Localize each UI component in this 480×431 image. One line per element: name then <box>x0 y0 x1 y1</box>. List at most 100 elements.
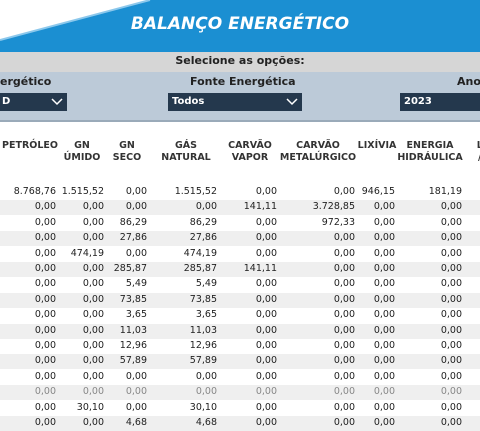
cell: 5,49 <box>195 278 217 290</box>
cell: 3,65 <box>195 309 217 321</box>
cell: 0,00 <box>440 324 462 336</box>
title: BALANÇO ENERGÉTICO <box>130 14 350 34</box>
column-header: LIXÍVIA <box>357 140 397 151</box>
chevron <box>51 98 63 106</box>
dropdown[interactable]: D <box>0 93 67 111</box>
dropdown[interactable]: Todos <box>168 93 302 111</box>
cell: 0,00 <box>373 216 395 228</box>
cell: 0,00 <box>440 293 462 305</box>
column-header: LE <box>476 140 480 151</box>
cell: 285,87 <box>183 263 217 274</box>
cell: 73,85 <box>119 293 147 305</box>
cell: 0,00 <box>34 401 56 413</box>
cell: 0,00 <box>82 278 104 290</box>
column-header: ÚMIDO <box>63 152 101 163</box>
cell: 0,00 <box>440 370 462 382</box>
row-stripe <box>0 354 480 370</box>
cell: 0,00 <box>34 278 56 290</box>
cell: 0,00 <box>440 386 462 398</box>
cell: 0,00 <box>195 201 217 213</box>
cell: 0,00 <box>82 293 104 305</box>
dropdown-value: 2023 <box>404 96 432 107</box>
cell: 0,00 <box>373 232 395 244</box>
cell: 0,00 <box>34 355 56 367</box>
cell: 0,00 <box>82 324 104 336</box>
cell: 0,00 <box>333 263 355 274</box>
column-header: VAPOR <box>231 152 269 163</box>
cell: 5,49 <box>125 278 147 290</box>
cell: 0,00 <box>34 340 56 351</box>
cell: 0,00 <box>333 278 355 290</box>
cell: 8.768,76 <box>13 186 56 197</box>
filter-label: ergético <box>0 75 52 88</box>
cell: 0,00 <box>125 247 147 259</box>
column-header: NATURAL <box>161 152 211 163</box>
cell: 0,00 <box>34 232 56 244</box>
cell: 12,96 <box>189 340 217 351</box>
column-header: CARVÃO <box>296 140 340 151</box>
cell: 0,00 <box>34 309 56 321</box>
row-stripe <box>0 200 480 216</box>
cell: 0,00 <box>373 417 395 428</box>
cell: 474,19 <box>70 247 104 259</box>
filter-label: Ano <box>457 75 480 88</box>
cell: 27,86 <box>189 232 217 244</box>
cell: 0,00 <box>333 386 355 398</box>
dropdown-value: D <box>2 96 11 107</box>
cell: 0,00 <box>34 324 56 336</box>
cell: 0,00 <box>373 201 395 213</box>
cell: 0,00 <box>34 370 56 382</box>
cell: 0,00 <box>373 293 395 305</box>
cell: 0,00 <box>255 278 277 290</box>
cell: 0,00 <box>255 232 277 244</box>
cell: 0,00 <box>34 216 56 228</box>
cell: 0,00 <box>255 186 277 197</box>
cell: 0,00 <box>82 340 104 351</box>
cell: 0,00 <box>333 324 355 336</box>
row-stripe <box>0 292 480 308</box>
cell: 0,00 <box>82 417 104 428</box>
cell: 181,19 <box>428 186 462 197</box>
cell: 0,00 <box>440 278 462 290</box>
cell: 972,33 <box>321 216 355 228</box>
cell: 11,03 <box>189 324 217 336</box>
cell: 0,00 <box>440 216 462 228</box>
cell: 0,00 <box>255 247 277 259</box>
cell: 0,00 <box>82 386 104 398</box>
column-header: METALÚRGICO <box>279 152 357 163</box>
dropdown-value: Todos <box>172 96 205 107</box>
cell: 0,00 <box>440 355 462 367</box>
cell: 0,00 <box>125 186 147 197</box>
cell: 0,00 <box>333 293 355 305</box>
row-stripe <box>0 323 480 339</box>
cell: 0,00 <box>195 370 217 382</box>
row-stripe <box>0 385 480 401</box>
cell: 0,00 <box>373 355 395 367</box>
filter-label: Fonte Energética <box>190 75 296 88</box>
banner <box>0 0 480 52</box>
row-stripe <box>0 231 480 247</box>
cell: 0,00 <box>373 386 395 398</box>
cell: 0,00 <box>255 355 277 367</box>
cell: 27,86 <box>119 232 147 244</box>
cell: 0,00 <box>125 201 147 213</box>
cell: 0,00 <box>440 263 462 274</box>
chevron <box>286 98 298 106</box>
cell: 0,00 <box>373 401 395 413</box>
cell: 0,00 <box>82 216 104 228</box>
row-stripe <box>0 262 480 277</box>
cell: 0,00 <box>333 309 355 321</box>
cell: 0,00 <box>255 324 277 336</box>
cell: 73,85 <box>189 293 217 305</box>
column-header: PETRÓLEO <box>2 140 58 151</box>
column-header: /F <box>443 152 480 164</box>
cell: 3.728,85 <box>312 201 355 213</box>
cell: 0,00 <box>34 386 56 398</box>
cell: 0,00 <box>125 386 147 398</box>
cell: 0,00 <box>373 324 395 336</box>
dropdown[interactable]: 2023 <box>400 93 480 111</box>
cell: 0,00 <box>440 247 462 259</box>
cell: 4,68 <box>195 417 217 428</box>
prompt-bar <box>0 52 480 72</box>
